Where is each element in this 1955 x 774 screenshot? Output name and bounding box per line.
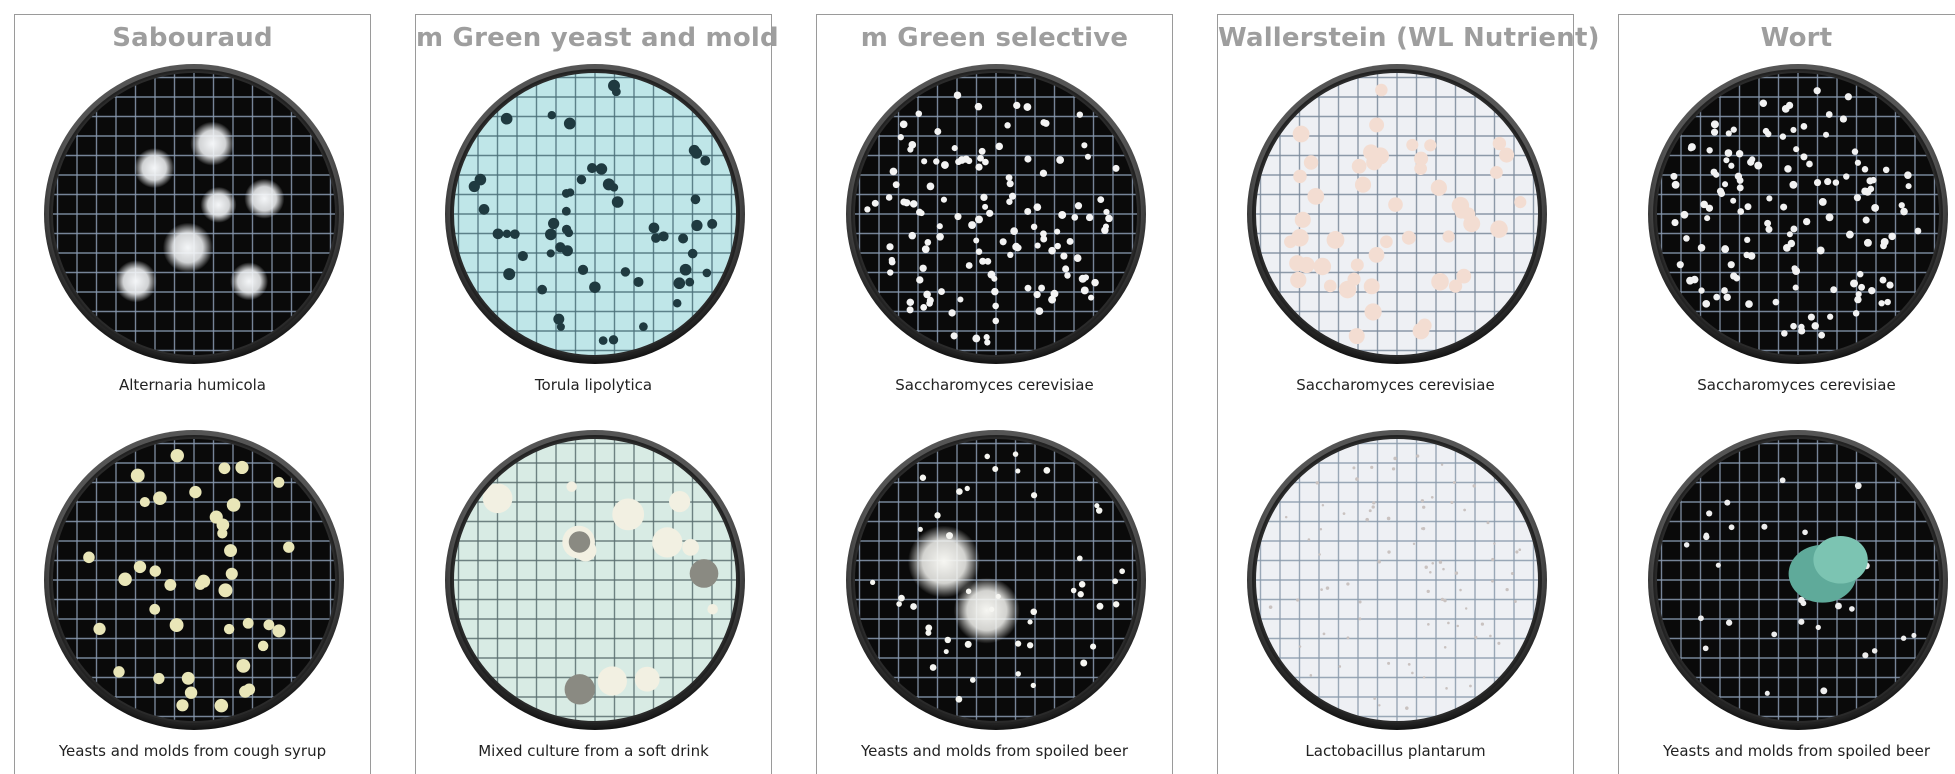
panel-sabouraud: Sabouraud Alternaria humicola Yeasts and…	[14, 14, 371, 774]
petri-dish-bottom	[41, 427, 347, 733]
dish-caption: Alternaria humicola	[118, 376, 266, 394]
panel-title: Wallerstein (WL Nutrient)	[1218, 23, 1600, 53]
dish-caption: Yeasts and molds from cough syrup	[58, 742, 327, 760]
petri-dish-image	[846, 430, 1146, 730]
petri-dish-image	[1648, 430, 1948, 730]
petri-dish-image	[44, 430, 344, 730]
petri-dish-bottom	[442, 427, 748, 733]
dish-caption: Lactobacillus plantarum	[1305, 742, 1486, 760]
petri-dish-image	[445, 430, 745, 730]
petri-dish-bottom	[1244, 427, 1550, 733]
panel-title: m Green selective	[860, 23, 1129, 53]
panel-m-green-selective: m Green selective Saccharomyces cerevisi…	[816, 14, 1173, 774]
petri-dish-top	[843, 61, 1149, 367]
petri-dish-top	[41, 61, 347, 367]
panel-title: Sabouraud	[112, 23, 273, 53]
panel-title: Wort	[1760, 23, 1833, 53]
panel-title: m Green yeast and mold	[416, 23, 779, 53]
panel-wort: Wort Saccharomyces cerevisiae Yeasts and…	[1618, 14, 1955, 774]
petri-dish-image	[846, 64, 1146, 364]
petri-dish-top	[442, 61, 748, 367]
petri-dish-image	[1247, 64, 1547, 364]
petri-dish-top	[1645, 61, 1951, 367]
petri-dish-image	[445, 64, 745, 364]
dish-caption: Saccharomyces cerevisiae	[1697, 376, 1896, 394]
dish-caption: Yeasts and molds from spoiled beer	[860, 742, 1129, 760]
dish-caption: Saccharomyces cerevisiae	[895, 376, 1094, 394]
dish-caption: Saccharomyces cerevisiae	[1296, 376, 1495, 394]
petri-dish-image	[1247, 430, 1547, 730]
dish-caption: Mixed culture from a soft drink	[478, 742, 709, 760]
dish-caption: Torula lipolytica	[534, 376, 653, 394]
petri-dish-image	[44, 64, 344, 364]
panel-wallerstein: Wallerstein (WL Nutrient) Saccharomyces …	[1217, 14, 1600, 774]
petri-dish-top	[1244, 61, 1550, 367]
petri-dish-bottom	[1645, 427, 1951, 733]
panel-m-green-yeast-and-mold: m Green yeast and mold Torula lipolytica…	[415, 14, 779, 774]
petri-dish-bottom	[843, 427, 1149, 733]
dish-caption: Yeasts and molds from spoiled beer	[1662, 742, 1931, 760]
petri-dish-image	[1648, 64, 1948, 364]
